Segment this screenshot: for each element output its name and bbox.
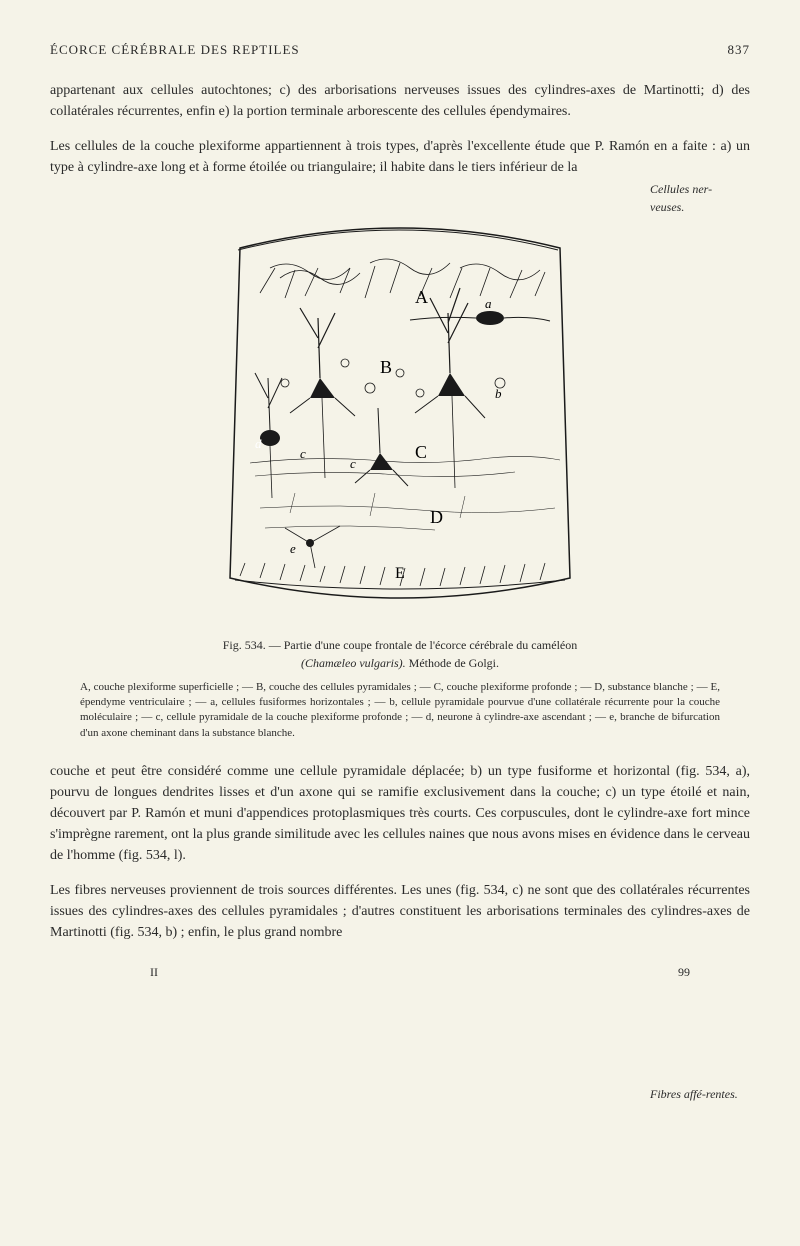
fig-caption-text: Partie d'une coupe frontale de l'écorce … — [284, 638, 578, 652]
fig-caption-suffix: Méthode de Golgi. — [406, 656, 499, 670]
margin-note-cellules: Cellules ner-veuses. — [650, 180, 740, 216]
figure-label-A: A — [415, 287, 428, 307]
figure-illustration: A B C D E a b c d e c — [190, 198, 610, 618]
header-title: ÉCORCE CÉRÉBRALE DES REPTILES — [50, 40, 300, 60]
page-content: ÉCORCE CÉRÉBRALE DES REPTILES 837 appart… — [50, 40, 750, 981]
figure-label-D: D — [430, 507, 443, 527]
figure-label-c-lower: c — [300, 446, 306, 461]
figure-label-C: C — [415, 442, 427, 462]
fig-caption-prefix: Fig. 534. — — [223, 638, 284, 652]
figure-label-e-lower: e — [290, 541, 296, 556]
paragraph-4: Les fibres nerveuses proviennent de troi… — [50, 880, 750, 943]
footer-right: 99 — [678, 963, 690, 981]
footer-left: II — [150, 963, 158, 981]
page-footer: II 99 — [50, 963, 750, 981]
fig-caption-italic: (Chamæleo vulgaris). — [301, 656, 406, 670]
figure-label-b: b — [495, 386, 502, 401]
figure-label-B: B — [380, 357, 392, 377]
figure-534: A B C D E a b c d e c Fig. 534. — Partie… — [50, 198, 750, 742]
page-header: ÉCORCE CÉRÉBRALE DES REPTILES 837 — [50, 40, 750, 60]
margin-note-fibres: Fibres affé-rentes. — [650, 1085, 740, 1103]
figure-label-a: a — [485, 296, 492, 311]
figure-label-E: E — [395, 565, 405, 582]
figure-legend: A, couche plexiforme superficielle ; — B… — [80, 680, 720, 742]
page-number: 837 — [728, 40, 751, 60]
figure-caption: Fig. 534. — Partie d'une coupe frontale … — [90, 636, 710, 672]
figure-label-d-lower: d — [255, 436, 262, 451]
paragraph-1: appartenant aux cellules autochtones; c)… — [50, 80, 750, 122]
paragraph-2: Les cellules de la couche plexiforme app… — [50, 136, 750, 178]
paragraph-3: couche et peut être considéré comme une … — [50, 761, 750, 866]
figure-label-c2: c — [350, 456, 356, 471]
